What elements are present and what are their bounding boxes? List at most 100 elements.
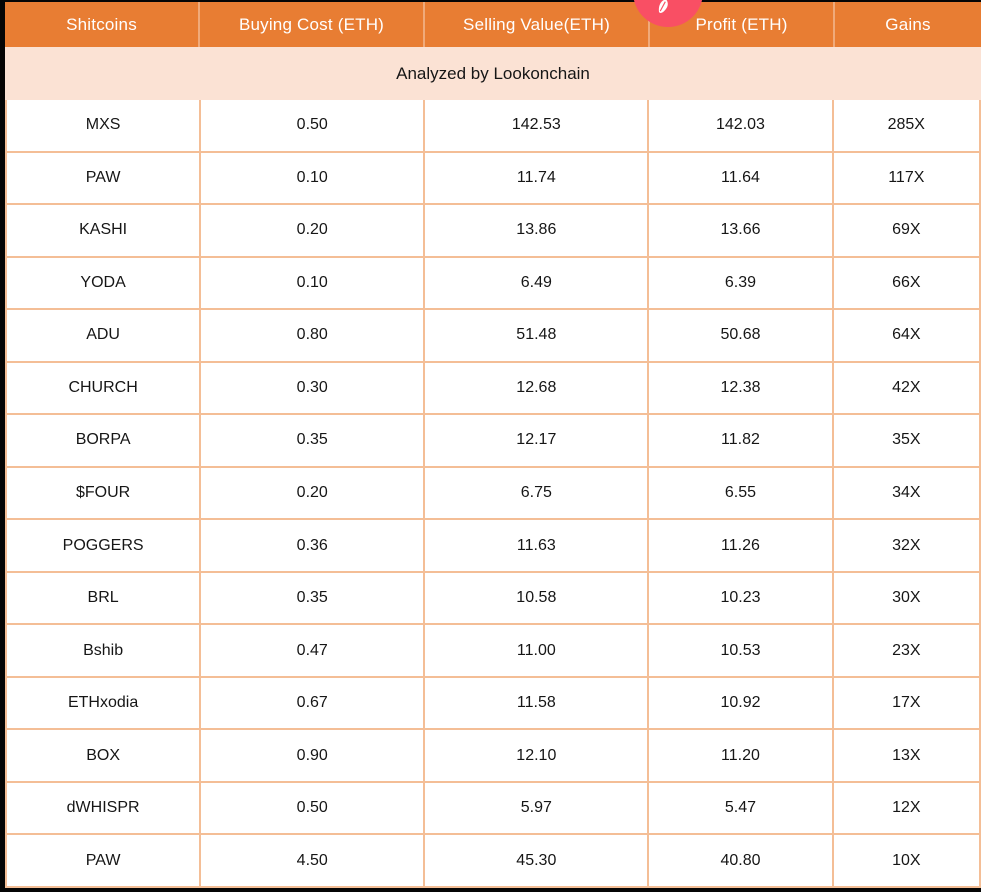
- table-cell-coin: dWHISPR: [66, 799, 140, 817]
- subtitle-text: Analyzed by Lookonchain: [396, 63, 590, 83]
- column-header-gains: Gains: [833, 2, 981, 47]
- table-cell-coin: POGGERS: [62, 536, 144, 554]
- table-cell-coin: YODA: [80, 273, 126, 291]
- table-cell-selling-value: 6.75: [423, 467, 647, 519]
- table-row: Bshib 0.47 11.00 10.53 23X: [7, 623, 979, 676]
- table-cell-gains: 69X: [831, 205, 979, 256]
- table-row: dWHISPR 0.50 5.97 5.47 12X: [7, 780, 979, 834]
- table-row: MXS 0.50 142.53 142.03 285X: [7, 100, 979, 151]
- table-cell-selling-value: 5.97: [423, 782, 647, 834]
- table-cell-gains: 66X: [831, 257, 979, 309]
- column-header-selling-value: Selling Value(ETH): [423, 2, 648, 47]
- table-cell-buying-cost: 0.36: [199, 520, 423, 571]
- column-header-shitcoins: Shitcoins: [66, 14, 137, 34]
- table-row: PAW 0.10 11.74 11.64 117X: [7, 150, 979, 204]
- table-cell-gains: 34X: [831, 467, 979, 519]
- table-cell-coin: CHURCH: [68, 378, 138, 396]
- table-cell-profit: 10.92: [647, 677, 831, 729]
- table-cell-buying-cost: 0.90: [199, 730, 423, 781]
- table-row: $FOUR 0.20 6.75 6.55 34X: [7, 465, 979, 519]
- table-cell-buying-cost: 0.30: [199, 362, 423, 414]
- table-cell-profit: 12.38: [647, 362, 831, 414]
- table-cell-profit: 142.03: [647, 100, 831, 151]
- feather-icon: [658, 0, 668, 13]
- table-cell-selling-value: 12.17: [423, 415, 647, 466]
- table-cell-coin: BOX: [86, 746, 120, 764]
- shitcoins-table: Shitcoins Buying Cost (ETH) Selling Valu…: [5, 2, 981, 888]
- table-cell-buying-cost: 0.47: [199, 625, 423, 676]
- table-cell-selling-value: 142.53: [423, 100, 647, 151]
- table-cell-selling-value: 11.00: [423, 625, 647, 676]
- table-cell-gains: 42X: [831, 362, 979, 414]
- table-cell-profit: 13.66: [647, 205, 831, 256]
- table-cell-buying-cost: 0.20: [199, 205, 423, 256]
- table-cell-gains: 10X: [831, 835, 979, 886]
- table-cell-profit: 6.39: [647, 257, 831, 309]
- table-cell-gains: 285X: [831, 100, 979, 151]
- table-cell-profit: 40.80: [647, 835, 831, 886]
- table-row: KASHI 0.20 13.86 13.66 69X: [7, 203, 979, 256]
- table-cell-gains: 117X: [831, 152, 979, 204]
- table-cell-selling-value: 45.30: [423, 835, 647, 886]
- table-cell-coin: $FOUR: [75, 483, 131, 501]
- table-cell-buying-cost: 0.35: [199, 415, 423, 466]
- table-cell-coin: PAW: [85, 168, 121, 186]
- table-cell-profit: 11.20: [647, 730, 831, 781]
- table-cell-coin: MXS: [85, 116, 121, 134]
- table-row: CHURCH 0.30 12.68 12.38 42X: [7, 360, 979, 414]
- table-cell-profit: 11.82: [647, 415, 831, 466]
- table-cell-selling-value: 11.58: [423, 677, 647, 729]
- table-row: BOX 0.90 12.10 11.20 13X: [7, 728, 979, 781]
- table-cell-buying-cost: 0.35: [199, 572, 423, 624]
- table-cell-buying-cost: 4.50: [199, 835, 423, 886]
- table-cell-buying-cost: 0.80: [199, 310, 423, 361]
- table-cell-selling-value: 10.58: [423, 572, 647, 624]
- table-cell-profit: 10.23: [647, 572, 831, 624]
- table-cell-buying-cost: 0.10: [199, 257, 423, 309]
- table-cell-coin: ETHxodia: [67, 694, 139, 712]
- table-cell-gains: 13X: [831, 730, 979, 781]
- table-cell-gains: 64X: [831, 310, 979, 361]
- table-row: BORPA 0.35 12.17 11.82 35X: [7, 413, 979, 466]
- subtitle-row: Analyzed by Lookonchain: [5, 47, 981, 100]
- table-cell-gains: 23X: [831, 625, 979, 676]
- table-cell-gains: 32X: [831, 520, 979, 571]
- table-cell-buying-cost: 0.10: [199, 152, 423, 204]
- table-cell-profit: 6.55: [647, 467, 831, 519]
- table-cell-gains: 30X: [831, 572, 979, 624]
- table-cell-profit: 10.53: [647, 625, 831, 676]
- table-cell-selling-value: 51.48: [423, 310, 647, 361]
- column-header-profit: Profit (ETH): [648, 2, 833, 47]
- table-cell-coin: PAW: [85, 851, 121, 869]
- table-cell-selling-value: 12.68: [423, 362, 647, 414]
- table-cell-selling-value: 12.10: [423, 730, 647, 781]
- table-cell-gains: 12X: [831, 782, 979, 834]
- table-cell-coin: BORPA: [75, 431, 131, 449]
- table-cell-coin: ADU: [86, 326, 120, 344]
- table-cell-selling-value: 11.63: [423, 520, 647, 571]
- table-cell-profit: 50.68: [647, 310, 831, 361]
- table-cell-profit: 11.26: [647, 520, 831, 571]
- table-cell-buying-cost: 0.20: [199, 467, 423, 519]
- table-cell-profit: 11.64: [647, 152, 831, 204]
- table-cell-profit: 5.47: [647, 782, 831, 834]
- table-row: ADU 0.80 51.48 50.68 64X: [7, 308, 979, 361]
- table-cell-selling-value: 13.86: [423, 205, 647, 256]
- table-body: MXS 0.50 142.53 142.03 285X PAW 0.10 11.…: [5, 100, 981, 888]
- table-cell-buying-cost: 0.50: [199, 100, 423, 151]
- table-row: PAW 4.50 45.30 40.80 10X: [7, 833, 979, 886]
- table-cell-coin: KASHI: [79, 221, 128, 239]
- table-row: BRL 0.35 10.58 10.23 30X: [7, 570, 979, 624]
- table-cell-selling-value: 6.49: [423, 257, 647, 309]
- table-row: YODA 0.10 6.49 6.39 66X: [7, 255, 979, 309]
- table-cell-selling-value: 11.74: [423, 152, 647, 204]
- table-cell-coin: Bshib: [83, 641, 124, 659]
- table-cell-gains: 35X: [831, 415, 979, 466]
- table-cell-coin: BRL: [87, 589, 119, 607]
- table-row: ETHxodia 0.67 11.58 10.92 17X: [7, 675, 979, 729]
- table-cell-buying-cost: 0.67: [199, 677, 423, 729]
- column-header-buying-cost: Buying Cost (ETH): [198, 2, 423, 47]
- table-cell-buying-cost: 0.50: [199, 782, 423, 834]
- lookonchain-logo-icon: [633, 0, 703, 27]
